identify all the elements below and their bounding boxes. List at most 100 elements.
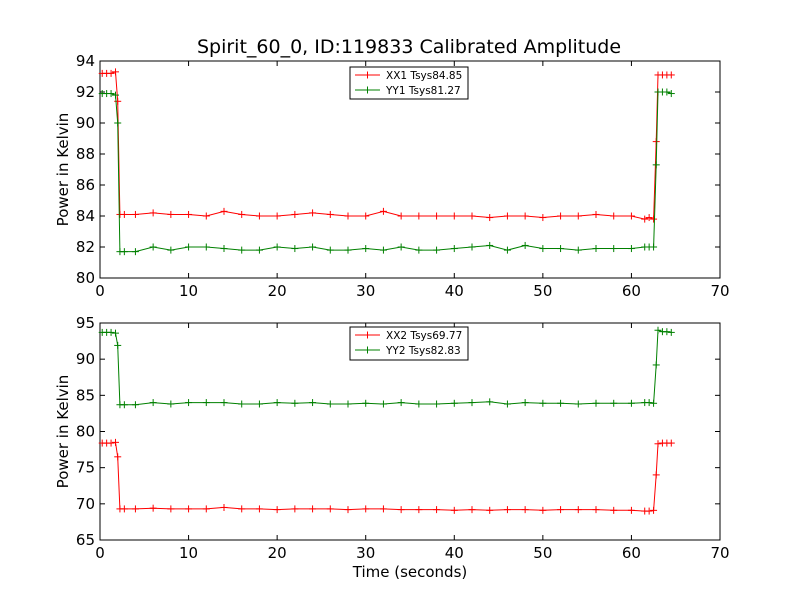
x-tick-label: 60 (622, 282, 641, 300)
data-point (255, 246, 263, 254)
data-point (557, 506, 565, 514)
data-point (433, 506, 441, 514)
data-point (107, 90, 115, 98)
x-tick-label: 50 (533, 544, 552, 562)
x-tick-label: 30 (356, 282, 375, 300)
data-point (291, 505, 299, 513)
data-point (539, 245, 547, 253)
data-point (652, 361, 660, 369)
series-2 (98, 88, 675, 256)
data-point (539, 214, 547, 222)
data-point (326, 210, 334, 218)
x-tick-label: 0 (95, 282, 105, 300)
data-point (521, 506, 529, 514)
data-point (645, 399, 653, 407)
x-tick-label: 40 (445, 544, 464, 562)
data-point (592, 245, 600, 253)
data-point (415, 246, 423, 254)
y-tick-label: 85 (76, 386, 95, 404)
data-point (486, 398, 494, 406)
data-point (309, 505, 317, 513)
data-point (539, 399, 547, 407)
x-tick-label: 70 (710, 544, 729, 562)
data-point (309, 209, 317, 217)
data-point (415, 212, 423, 220)
data-point (397, 399, 405, 407)
data-point (433, 212, 441, 220)
data-point (273, 212, 281, 220)
data-point (641, 215, 649, 223)
data-point (107, 439, 115, 447)
data-point (486, 506, 494, 514)
data-point (397, 212, 405, 220)
data-point (397, 243, 405, 251)
data-point (255, 400, 263, 408)
data-point (450, 506, 458, 514)
data-point (309, 399, 317, 407)
data-point (486, 241, 494, 249)
x-tick-label: 30 (356, 544, 375, 562)
data-point (107, 69, 115, 77)
data-point (539, 506, 547, 514)
data-point (114, 97, 122, 105)
data-point (149, 209, 157, 217)
data-point (112, 329, 119, 337)
x-tick-label: 60 (622, 544, 641, 562)
legend-label: YY2 Tsys82.83 (385, 345, 461, 357)
data-point (557, 245, 565, 253)
data-point (592, 506, 600, 514)
data-point (120, 401, 128, 409)
legend: XX1 Tsys84.85 YY1 Tsys81.27 (349, 66, 469, 100)
data-point (326, 400, 334, 408)
data-point (273, 243, 281, 251)
data-point (238, 400, 246, 408)
data-point (468, 243, 476, 251)
data-point (521, 241, 529, 249)
data-point (202, 505, 210, 513)
data-point (486, 214, 494, 222)
data-point (131, 210, 139, 218)
data-point (220, 399, 228, 407)
legend-entry: XX1 Tsys84.85 (355, 70, 462, 82)
y-tick-label: 70 (76, 495, 95, 513)
data-point (185, 210, 193, 218)
data-point (433, 400, 441, 408)
data-point (610, 245, 618, 253)
data-point (415, 506, 423, 514)
data-point (344, 212, 352, 220)
y-tick-label: 75 (76, 459, 95, 477)
data-point (238, 246, 246, 254)
data-point (120, 505, 128, 513)
data-point (202, 243, 210, 251)
data-point (167, 246, 175, 254)
data-point (654, 326, 662, 334)
series-1 (98, 438, 675, 515)
data-point (468, 399, 476, 407)
data-point (663, 88, 671, 96)
figure-title: Spirit_60_0, ID:119833 Calibrated Amplit… (197, 36, 621, 58)
x-tick-label: 20 (268, 282, 287, 300)
data-point (574, 246, 582, 254)
y-tick-label: 86 (76, 176, 95, 194)
data-point (362, 399, 370, 407)
data-point (667, 90, 675, 98)
x-tick-label: 0 (95, 544, 105, 562)
data-point (433, 246, 441, 254)
data-point (238, 505, 246, 513)
data-point (521, 212, 529, 220)
data-point (202, 212, 210, 220)
y-tick-label: 90 (76, 350, 95, 368)
data-point (574, 400, 582, 408)
data-point (663, 328, 671, 336)
data-point (112, 68, 119, 76)
data-point (185, 243, 193, 251)
legend-entry: YY2 Tsys82.83 (355, 345, 461, 357)
data-point (273, 399, 281, 407)
data-point (255, 212, 263, 220)
data-point (131, 248, 139, 256)
data-point (592, 210, 600, 218)
x-tick-label: 70 (710, 282, 729, 300)
series-1 (98, 68, 675, 223)
plots-area: 0 10 20 30 40 50 60 70 80 82 84 86 88 90 92 94 Power in … (54, 52, 730, 581)
